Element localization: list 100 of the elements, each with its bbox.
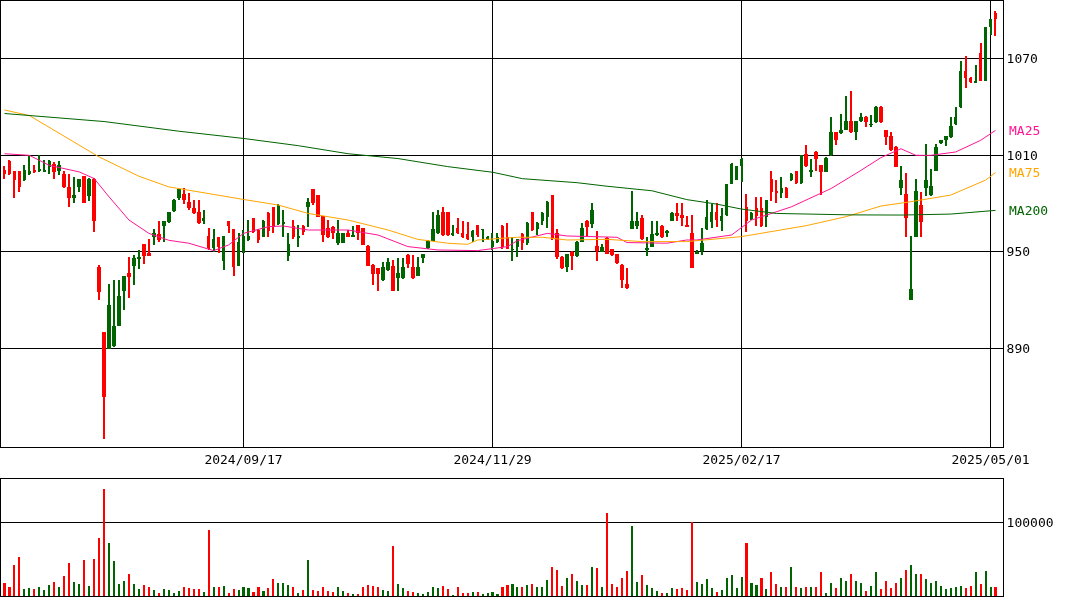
bar <box>372 585 374 597</box>
bar <box>760 577 763 597</box>
series-label: MA75 <box>1009 165 1041 180</box>
bar <box>18 556 20 597</box>
bar <box>900 577 902 597</box>
y-tick-label: 890 <box>1006 341 1031 357</box>
bar <box>621 577 623 597</box>
bar <box>397 583 399 597</box>
bar <box>98 537 100 597</box>
bar <box>73 581 75 597</box>
bar <box>681 587 683 597</box>
bar <box>945 588 947 597</box>
bar <box>795 586 797 597</box>
bar <box>43 589 45 597</box>
bar <box>790 566 792 597</box>
bar <box>108 542 110 597</box>
x-tick-label: 2025/05/01 <box>951 451 1030 467</box>
bar <box>770 571 772 597</box>
bar <box>721 589 723 597</box>
bar <box>855 580 857 597</box>
bar <box>606 512 608 597</box>
bar <box>208 529 210 597</box>
bar <box>611 583 613 597</box>
bar <box>860 582 862 597</box>
bar <box>750 582 753 597</box>
bar <box>651 587 653 597</box>
bar <box>870 585 872 597</box>
bar <box>38 586 40 597</box>
line-series <box>3 129 997 252</box>
bar <box>8 586 11 597</box>
bar <box>696 581 698 597</box>
bar <box>975 571 977 597</box>
bar <box>3 582 6 597</box>
bar <box>706 578 708 597</box>
bar <box>437 587 439 597</box>
bar <box>765 588 767 597</box>
bar <box>546 579 548 597</box>
bar <box>113 560 115 597</box>
bar <box>128 573 130 597</box>
bar <box>755 584 758 597</box>
bar <box>516 586 518 597</box>
bar <box>571 573 573 597</box>
bar <box>656 590 658 597</box>
bar <box>188 587 190 597</box>
bar <box>33 588 35 597</box>
bar <box>865 590 867 597</box>
bar <box>925 578 927 597</box>
y-tick-label: 1070 <box>1006 51 1038 67</box>
bar <box>242 586 245 597</box>
bar <box>367 584 369 597</box>
bar <box>736 587 738 597</box>
bar <box>731 574 733 597</box>
bar <box>551 566 553 597</box>
bar <box>631 525 633 597</box>
bar <box>711 587 713 597</box>
bar <box>312 589 314 597</box>
bar <box>581 584 583 597</box>
x-tick-label: 2024/09/17 <box>204 451 283 467</box>
bar <box>506 584 509 597</box>
bar <box>875 571 877 597</box>
bar <box>23 588 25 597</box>
bar <box>138 588 140 597</box>
bar <box>83 559 85 597</box>
bar <box>641 574 643 597</box>
bar <box>591 566 593 597</box>
bar <box>148 586 150 597</box>
bar <box>53 581 55 597</box>
bar <box>531 583 533 597</box>
bar <box>541 586 543 597</box>
bar <box>636 581 638 597</box>
bar <box>960 585 962 597</box>
bar <box>223 585 225 597</box>
bar <box>895 582 897 597</box>
bar <box>213 586 215 597</box>
bar <box>601 586 603 597</box>
bar <box>950 587 952 597</box>
bar <box>596 567 598 597</box>
bar <box>218 586 220 597</box>
bar <box>193 588 195 597</box>
bar <box>163 588 165 597</box>
bar <box>576 580 578 597</box>
bar <box>317 590 319 597</box>
bar <box>387 590 389 597</box>
bar <box>985 570 987 597</box>
bar <box>536 586 538 597</box>
bar <box>58 586 60 597</box>
y-tick-label: 1010 <box>1006 147 1038 163</box>
bar <box>940 585 942 597</box>
bar <box>910 564 912 597</box>
bar <box>28 587 30 597</box>
bar <box>123 580 125 597</box>
bar <box>980 583 982 597</box>
bar <box>143 584 145 597</box>
bar <box>282 582 284 597</box>
bar <box>267 587 269 597</box>
bar <box>48 584 50 597</box>
bar <box>501 586 504 597</box>
bar <box>233 588 235 597</box>
bar <box>840 577 842 597</box>
bar <box>257 586 260 597</box>
